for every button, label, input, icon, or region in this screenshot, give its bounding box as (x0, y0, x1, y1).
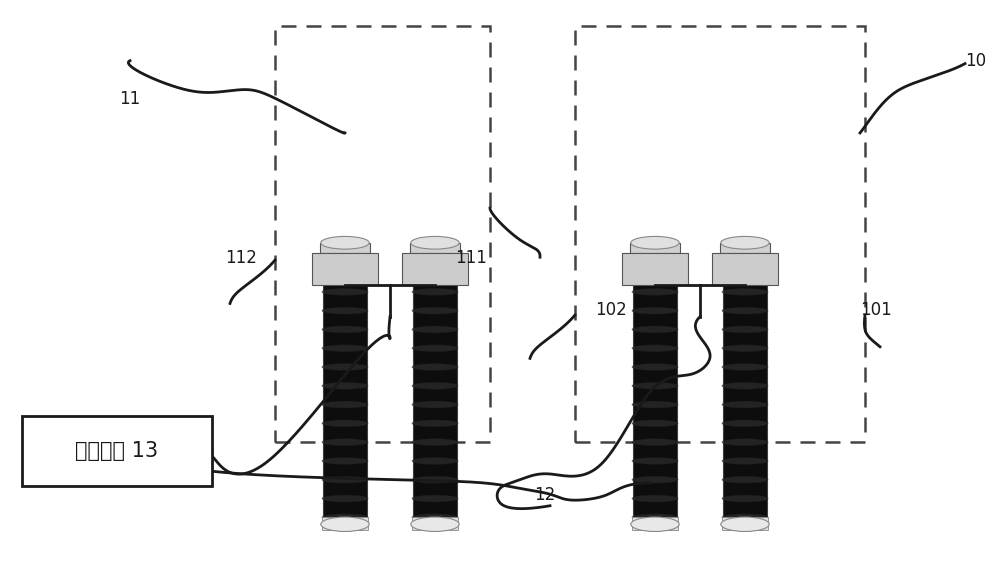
Ellipse shape (322, 420, 368, 427)
Text: 111: 111 (455, 249, 487, 267)
Ellipse shape (412, 401, 458, 408)
Bar (22, 416, 212, 486)
Ellipse shape (631, 236, 679, 249)
Ellipse shape (411, 517, 459, 532)
Text: 11: 11 (119, 90, 141, 108)
Ellipse shape (322, 383, 368, 390)
Bar (633, 241, 677, 250)
Bar (312, 253, 378, 285)
Bar (712, 253, 778, 285)
Bar (622, 253, 688, 285)
Ellipse shape (412, 476, 458, 483)
Ellipse shape (412, 364, 458, 370)
Ellipse shape (411, 236, 459, 249)
Ellipse shape (722, 439, 768, 446)
Ellipse shape (721, 236, 769, 249)
Ellipse shape (412, 439, 458, 446)
Text: 112: 112 (225, 249, 257, 267)
Ellipse shape (321, 236, 369, 249)
Ellipse shape (322, 495, 368, 502)
Bar (410, 243, 460, 253)
Bar (413, 243, 457, 529)
Ellipse shape (322, 364, 368, 370)
Ellipse shape (722, 344, 768, 351)
Ellipse shape (632, 269, 678, 277)
Bar (413, 241, 457, 250)
Ellipse shape (412, 458, 458, 465)
Ellipse shape (722, 364, 768, 370)
Bar (320, 243, 370, 253)
Ellipse shape (412, 307, 458, 314)
Ellipse shape (722, 458, 768, 465)
Ellipse shape (632, 344, 678, 351)
Ellipse shape (632, 288, 678, 295)
Bar (323, 243, 367, 529)
Ellipse shape (322, 458, 368, 465)
Ellipse shape (722, 326, 768, 333)
Ellipse shape (722, 383, 768, 390)
Ellipse shape (322, 439, 368, 446)
Ellipse shape (321, 517, 369, 532)
Ellipse shape (632, 420, 678, 427)
Bar (723, 243, 767, 529)
Ellipse shape (722, 288, 768, 295)
Ellipse shape (412, 326, 458, 333)
Ellipse shape (632, 364, 678, 370)
Ellipse shape (322, 307, 368, 314)
Ellipse shape (322, 288, 368, 295)
Bar (322, 517, 368, 530)
Ellipse shape (722, 401, 768, 408)
Text: 12: 12 (534, 486, 556, 504)
Ellipse shape (632, 383, 678, 390)
Text: 102: 102 (595, 301, 627, 319)
Ellipse shape (412, 495, 458, 502)
Bar (632, 517, 678, 530)
Ellipse shape (412, 269, 458, 277)
Bar (723, 241, 767, 250)
Ellipse shape (632, 307, 678, 314)
Ellipse shape (722, 307, 768, 314)
Ellipse shape (412, 288, 458, 295)
Ellipse shape (722, 476, 768, 483)
Ellipse shape (721, 517, 769, 532)
Bar (630, 243, 680, 253)
Ellipse shape (632, 458, 678, 465)
Ellipse shape (322, 326, 368, 333)
Ellipse shape (722, 514, 768, 521)
Bar (720, 243, 770, 253)
Ellipse shape (412, 514, 458, 521)
Bar (323, 241, 367, 250)
Ellipse shape (322, 476, 368, 483)
Ellipse shape (632, 401, 678, 408)
Ellipse shape (322, 401, 368, 408)
Bar (402, 253, 468, 285)
Ellipse shape (412, 344, 458, 351)
Ellipse shape (412, 383, 458, 390)
Ellipse shape (632, 326, 678, 333)
Ellipse shape (722, 495, 768, 502)
Ellipse shape (632, 495, 678, 502)
Text: 10: 10 (965, 53, 986, 71)
Bar (633, 243, 677, 529)
Ellipse shape (722, 269, 768, 277)
Ellipse shape (412, 420, 458, 427)
Ellipse shape (322, 344, 368, 351)
Ellipse shape (322, 514, 368, 521)
Ellipse shape (632, 476, 678, 483)
Ellipse shape (722, 420, 768, 427)
Bar (722, 517, 768, 530)
Ellipse shape (632, 439, 678, 446)
Ellipse shape (631, 517, 679, 532)
Ellipse shape (322, 269, 368, 277)
Bar (412, 517, 458, 530)
Text: 101: 101 (860, 301, 892, 319)
Text: 试验电源 13: 试验电源 13 (75, 441, 159, 461)
Ellipse shape (632, 514, 678, 521)
